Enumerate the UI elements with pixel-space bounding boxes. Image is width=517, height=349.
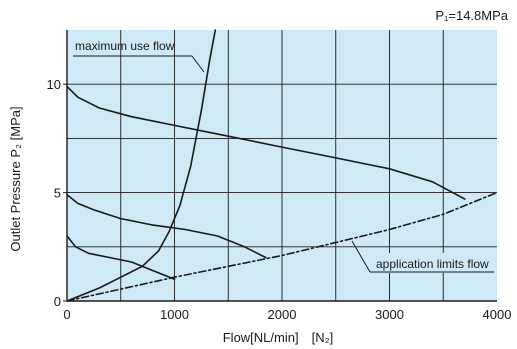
series-line-2 — [66, 194, 267, 259]
y-tick-label: 10 — [47, 77, 61, 92]
x-tick-label: 1000 — [160, 307, 189, 322]
y-tick-label: 5 — [54, 186, 61, 201]
annotation-leader-line — [191, 55, 205, 73]
y-tick-label: 0 — [54, 294, 61, 309]
x-tick-label: 4000 — [483, 307, 512, 322]
x-axis-title: Flow[NL/min] [N₂] — [223, 330, 334, 345]
x-tick-label: 3000 — [375, 307, 404, 322]
series-line-4 — [66, 29, 217, 302]
annotation-leader-line — [351, 240, 371, 273]
annotation-application-limits-flow: application limits flow — [376, 257, 489, 271]
y-axis-title: Outlet Pressure P₂ [MPa] — [8, 106, 23, 251]
series-line-3 — [66, 235, 176, 281]
series-line-1 — [66, 85, 466, 200]
annotation-box — [372, 253, 494, 273]
x-tick-label: 0 — [63, 307, 70, 322]
x-tick-label: 2000 — [268, 307, 297, 322]
condition-label: P₁=14.8MPa — [435, 8, 508, 23]
annotation-maximum-use-flow: maximum use flow — [75, 39, 175, 53]
series-line-5 — [66, 191, 498, 302]
